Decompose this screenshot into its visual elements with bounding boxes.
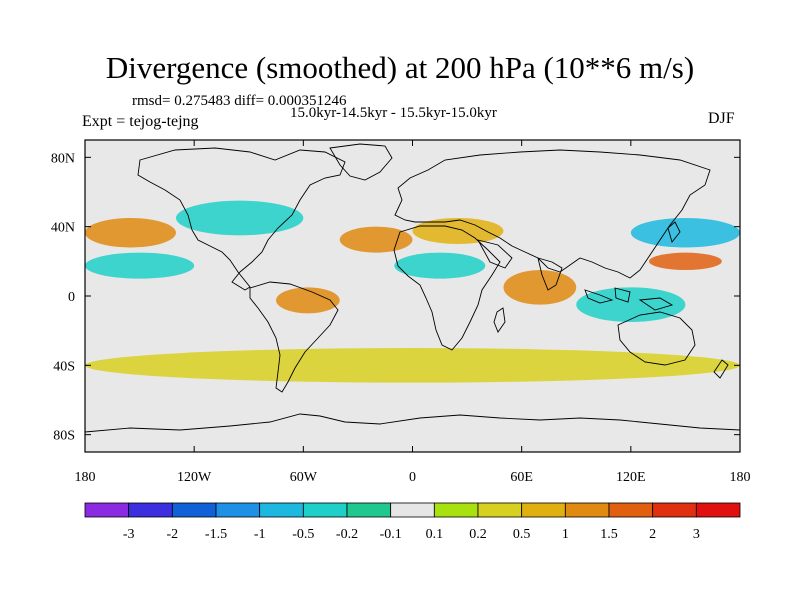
colorbar-swatch	[521, 502, 566, 518]
period-subtitle: 15.0kyr-14.5kyr - 15.5kyr-15.0kyr	[290, 105, 497, 121]
anomaly-field	[85, 200, 740, 383]
coastline-new-zealand	[713, 359, 729, 379]
coastline-south-america	[249, 281, 339, 393]
colorbar-label: -0.5	[292, 527, 314, 542]
anomaly-region-3	[276, 287, 340, 314]
stats-text: rmsd= 0.275483 diff= 0.000351246	[132, 93, 347, 109]
colorbar: -3 -2 -1.5 -1 -0.5 -0.2 -0.1 0.1 0.2 0.5 1 1.5 2 3	[84, 502, 741, 542]
colorbar-label: 0.1	[426, 527, 444, 542]
colorbar-label: 3	[693, 527, 700, 542]
x-tick-label: 0	[409, 470, 416, 485]
coastline-north-america	[137, 147, 346, 291]
colorbar-swatch	[259, 502, 304, 518]
colorbar-swatch	[84, 502, 130, 518]
chart-title: Divergence (smoothed) at 200 hPa (10**6 …	[105, 50, 695, 85]
x-tick-label: 180	[75, 470, 96, 485]
x-tick-label: 180	[730, 470, 751, 485]
colorbar-swatch	[346, 502, 392, 518]
coastline-indonesia	[584, 287, 674, 311]
coastline-australia	[617, 311, 696, 366]
colorbar-label: 1	[562, 527, 569, 542]
coastline-greenland	[329, 143, 393, 181]
anomaly-region-7	[503, 270, 577, 305]
anomaly-region-4	[339, 226, 413, 253]
anomaly-region-0	[85, 218, 176, 248]
colorbar-swatch	[128, 502, 173, 518]
colorbar-swatch	[433, 502, 479, 518]
x-tick-label: 60W	[290, 470, 318, 485]
colorbar-label: 1.5	[600, 527, 618, 542]
coastline-africa	[393, 225, 501, 351]
colorbar-label: -0.2	[336, 527, 358, 542]
coastline-eurasia	[394, 149, 711, 279]
anomaly-region-5	[394, 252, 486, 279]
coastline-antarctica	[85, 413, 740, 433]
coastline-india	[537, 257, 563, 291]
y-tick-label: 80N	[51, 151, 75, 166]
y-tick-label: 80S	[53, 429, 75, 444]
colorbar-swatch	[215, 502, 261, 518]
colorbar-label: 2	[649, 527, 656, 542]
colorbar-swatch	[695, 502, 741, 518]
y-tick-label: 0	[68, 290, 75, 305]
colorbar-label: -1.5	[205, 527, 227, 542]
anomaly-region-11	[85, 348, 740, 383]
colorbar-swatch	[302, 502, 348, 518]
colorbar-label: 0.5	[513, 527, 531, 542]
x-tick-label: 120E	[616, 470, 646, 485]
colorbar-swatch	[171, 502, 217, 518]
season-label: DJF	[708, 110, 735, 127]
experiment-label: Expt = tejog-tejng	[82, 113, 199, 130]
anomaly-region-9	[649, 252, 722, 270]
colorbar-label: -3	[123, 527, 135, 542]
anomaly-region-2	[175, 200, 304, 236]
coastline-japan	[667, 221, 681, 243]
colorbar-label: -0.1	[380, 527, 402, 542]
colorbar-label: 0.2	[469, 527, 487, 542]
colorbar-label: -1	[254, 527, 266, 542]
coastlines	[85, 143, 740, 433]
colorbar-label: -2	[166, 527, 178, 542]
anomaly-region-10	[630, 218, 740, 248]
x-tick-label: 120W	[177, 470, 212, 485]
colorbar-swatch	[608, 502, 654, 518]
colorbar-swatch	[652, 502, 697, 518]
anomaly-region-1	[85, 252, 195, 279]
colorbar-swatch	[477, 502, 523, 518]
y-tick-label: 40N	[51, 221, 75, 236]
colorbar-swatch	[390, 502, 435, 518]
y-tick-label: 40S	[53, 359, 75, 374]
anomaly-region-6	[412, 218, 504, 244]
map-axes: 180 120W 60W 0 60E 120E 180 80N 40N 0 40S 80S	[51, 140, 751, 485]
x-tick-label: 60E	[510, 470, 533, 485]
coastline-arabia	[477, 239, 513, 269]
coastline-madagascar	[493, 307, 506, 333]
colorbar-swatch	[564, 502, 610, 518]
